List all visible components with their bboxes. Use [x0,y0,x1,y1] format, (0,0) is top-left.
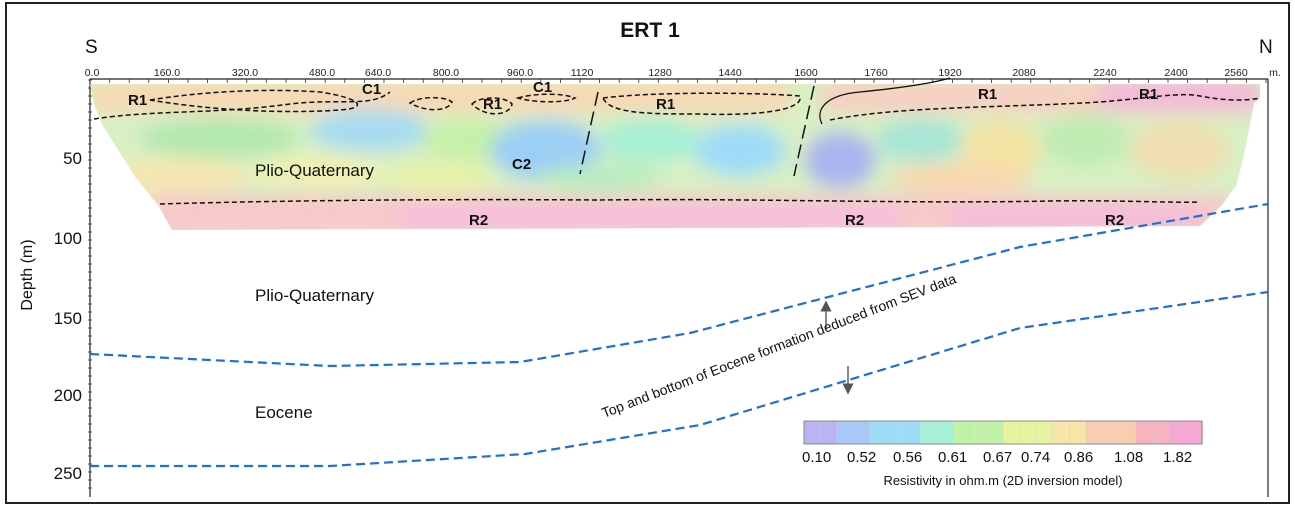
zone-label-r1: R1 [978,86,997,103]
color-bar-outline [803,420,1203,445]
zone-label-r1: R1 [1139,86,1158,103]
zone-label-r1: R1 [128,92,147,109]
color-bar-cell [1135,420,1153,445]
color-bar-cell [836,420,855,445]
x-tick-label: 1760 [864,67,888,79]
zone-label-r2: R2 [845,212,864,229]
x-tick-labels: 0.0 160.0 320.0 480.0 640.0 800.0 960.0 … [85,67,1281,79]
y-tick-label: 150 [54,309,82,328]
color-bar-cell [919,420,938,445]
fault-line [579,91,599,175]
eocene-bottom-boundary [90,290,1269,468]
x-tick-label: 0.0 [85,67,100,79]
x-tick-marks [89,79,1267,83]
y-tick-labels: 50 100 150 200 250 [54,149,82,483]
color-bar-cell [820,420,838,445]
unit-label-plio-quaternary: Plio-Quaternary [255,286,375,305]
unit-label-eocene: Eocene [255,403,313,422]
color-bar-cell [1085,420,1104,445]
color-bar-cell [936,420,954,445]
color-bar: 0.10 0.52 0.56 0.61 0.67 0.74 0.86 1.08 … [802,420,1203,488]
x-unit-label: m. [1269,67,1281,79]
color-bar-tick: 0.52 [847,449,876,466]
color-bar-tick: 1.82 [1163,449,1192,466]
color-bar-cell [953,420,971,445]
zone-label-c2: C2 [512,156,531,173]
color-bar-tick: 1.08 [1114,449,1143,466]
x-tick-label: 1440 [718,67,742,79]
r1-lens-outline [149,89,359,113]
r1-base-line [829,93,1261,121]
color-bar-cell [903,420,921,445]
zone-label-c1: C1 [533,79,552,96]
r1-solid-boundary [819,77,951,125]
x-tick-label: 480.0 [309,67,335,79]
x-tick-label: 2400 [1164,67,1188,79]
color-bar-cell [1102,420,1120,445]
color-bar-cell [1002,420,1021,445]
color-bar-cell [1019,420,1037,445]
zone-label-r2: R2 [469,212,488,229]
color-bar-title: Resistivity in ohm.m (2D inversion model… [883,473,1122,488]
zone-label-r1: R1 [483,96,502,113]
x-tick-label: 2240 [1093,67,1117,79]
south-label: S [85,37,98,58]
zone-label-r1: R1 [656,96,675,113]
zone-label-c1: C1 [362,81,381,98]
resistivity-section [90,84,1260,230]
c1-lens-outline [515,93,577,103]
color-bar-cell [1185,420,1203,445]
r1-lens-outline [470,97,513,115]
zone-label-r2: R2 [1105,212,1124,229]
color-bar-tick: 0.56 [893,449,922,466]
x-tick-label: 1920 [938,67,962,79]
color-bar-tick: 0.61 [938,449,967,466]
color-bar-cell [969,420,988,445]
y-axis-label: Depth (m) [19,239,36,310]
eocene-boundaries [89,202,1269,468]
x-tick-label: 2080 [1012,67,1036,79]
x-tick-label: 640.0 [365,67,391,79]
north-label: N [1259,37,1273,58]
c1-lens-outline [408,96,453,111]
color-bar-cell [986,420,1004,445]
eocene-top-boundary [89,202,1269,368]
color-bar-cell [803,420,822,445]
unit-label-plio-quaternary: Plio-Quaternary [255,161,375,180]
zone-labels: R1 C1 R1 C1 R1 R1 R1 C2 R2 R2 R2 [128,79,1158,229]
color-bar-cells [803,420,1203,445]
color-bar-cell [1168,420,1187,445]
color-bar-cell [853,420,872,445]
color-bar-tick: 0.86 [1064,449,1093,466]
x-tick-label: 320.0 [232,67,258,79]
x-tick-label: 800.0 [433,67,459,79]
figure-title: ERT 1 [620,19,680,42]
color-bar-cell [1052,420,1071,445]
r1-lens-outline [601,92,801,116]
y-tick-label: 200 [54,386,82,405]
color-bar-cell [1152,420,1170,445]
color-bar-tick: 0.74 [1021,449,1050,466]
fault-line [793,85,815,177]
y-tick-label: 250 [54,464,82,483]
contour-lines [93,85,1261,205]
y-tick-label: 50 [63,149,82,168]
color-bar-tick: 0.10 [802,449,831,466]
x-tick-label: 1120 [571,67,594,79]
x-tick-label: 1600 [794,67,818,79]
x-tick-label: 1280 [648,67,672,79]
x-tick-label: 160.0 [154,67,180,79]
color-bar-tick: 0.67 [983,449,1012,466]
color-bar-cell [1069,420,1087,445]
color-bar-cell [1118,420,1137,445]
x-tick-label: 960.0 [507,67,533,79]
r2-top-line [159,198,1201,205]
x-tick-label: 2560 [1224,67,1248,79]
y-tick-label: 100 [54,229,82,248]
color-bar-cell [886,420,905,445]
color-bar-cell [870,420,888,445]
color-bar-cell [1035,420,1054,445]
